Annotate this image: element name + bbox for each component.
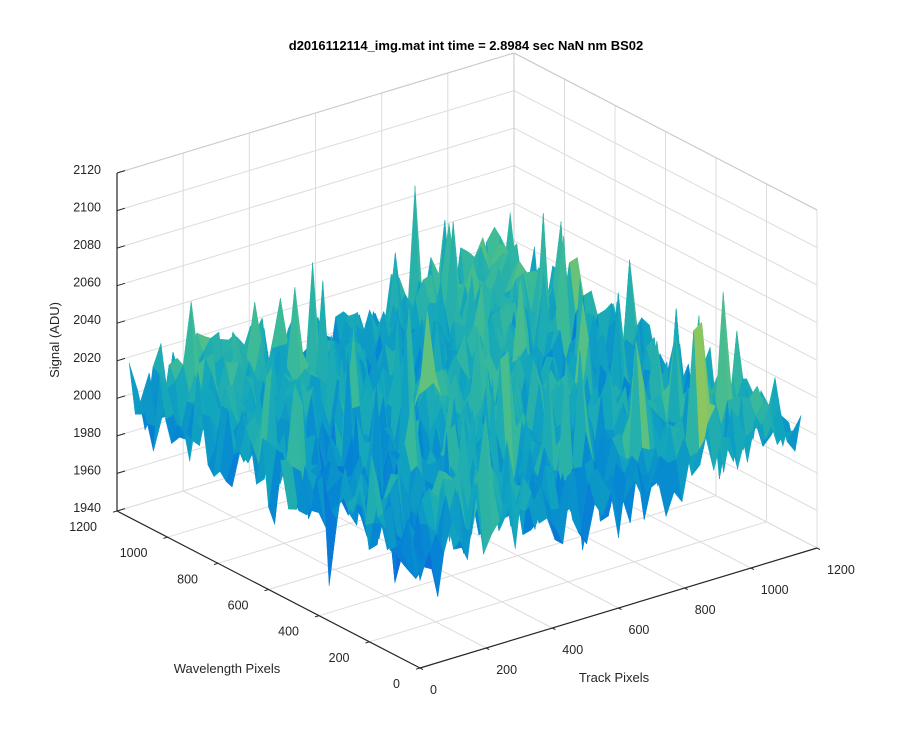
z-tick-mark (116, 170, 126, 174)
x-tick-mark (419, 667, 424, 671)
z-tick-label: 2040 (73, 313, 101, 327)
z-tick-mark (116, 357, 126, 362)
grid-line-y-floor (369, 521, 767, 643)
z-tick-label: 2100 (73, 201, 101, 215)
surface-mesh (128, 185, 802, 597)
y-tick-mark (264, 589, 269, 592)
z-tick-label: 2120 (73, 163, 101, 177)
x-tick-mark (684, 587, 688, 591)
y-tick-mark (163, 536, 168, 539)
chart-title: d2016112114_img.mat int time = 2.8984 se… (289, 38, 643, 53)
z-tick-label: 2060 (73, 276, 101, 290)
z-tick-label: 2020 (73, 351, 101, 365)
z-tick-label: 2080 (73, 238, 101, 252)
x-tick-mark (552, 627, 556, 631)
axis-ticks: 0 200 400 600 800 1000 1200 0 200 400 600 800 1000 12… (69, 163, 855, 697)
z-tick-mark (116, 282, 126, 287)
y-tick-label: 0 (393, 677, 400, 691)
y-tick-mark (112, 510, 118, 513)
y-tick-label: 800 (177, 572, 198, 586)
y-axis-label: Wavelength Pixels (174, 661, 281, 676)
box-edge (116, 52, 515, 174)
x-tick-mark (816, 547, 821, 551)
x-tick-mark (618, 607, 622, 611)
z-tick-mark (116, 433, 126, 437)
z-tick-label: 1980 (73, 426, 101, 440)
y-tick-label: 600 (228, 599, 249, 613)
x-tick-label: 800 (695, 603, 716, 617)
x-tick-label: 0 (430, 683, 437, 697)
x-tick-label: 200 (496, 663, 517, 677)
z-tick-mark (116, 245, 126, 249)
x-tick-label: 400 (562, 643, 583, 657)
y-tick-mark (314, 615, 320, 618)
x-axis-label: Track Pixels (579, 670, 650, 685)
box-edge (513, 52, 818, 211)
y-tick-mark (213, 562, 219, 565)
z-tick-mark (116, 470, 126, 474)
y-tick-label: 1000 (120, 546, 148, 560)
z-tick-mark (116, 508, 126, 512)
y-tick-mark (365, 641, 370, 644)
z-axis-label: Signal (ADU) (47, 302, 62, 378)
z-tick-label: 1940 (73, 501, 101, 515)
z-tick-label: 2000 (73, 388, 101, 402)
z-tick-label: 1960 (73, 463, 101, 477)
y-tick-label: 200 (329, 651, 350, 665)
x-tick-mark (750, 567, 755, 571)
y-tick-mark (415, 667, 421, 670)
x-tick-label: 1200 (827, 563, 855, 577)
x-tick-label: 1000 (761, 583, 789, 597)
grid-line-y-floor (318, 495, 717, 617)
y-tick-label: 400 (278, 625, 299, 639)
surface-patch (413, 544, 429, 581)
z-tick-mark (116, 320, 126, 324)
z-tick-mark (116, 207, 126, 212)
z-tick-mark (116, 395, 126, 399)
x-tick-mark (485, 647, 490, 651)
y-tick-label: 1200 (69, 520, 97, 534)
x-tick-label: 600 (629, 623, 650, 637)
